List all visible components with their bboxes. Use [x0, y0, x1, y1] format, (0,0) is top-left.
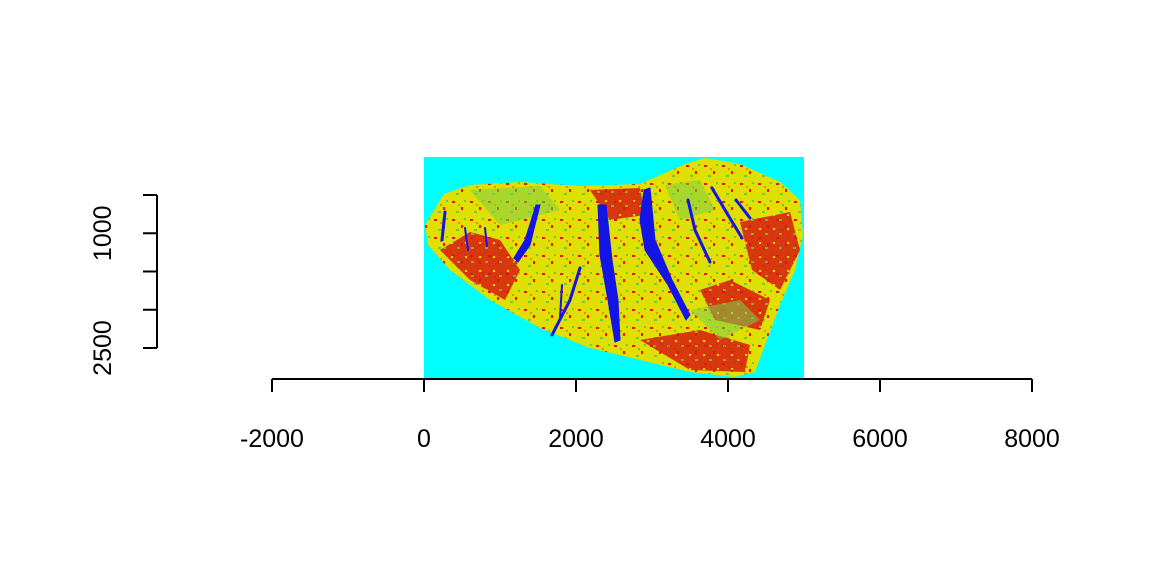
y-axis: 1000 2500 — [89, 194, 158, 376]
x-tick-label: 4000 — [700, 425, 756, 453]
x-tick-label: 8000 — [1004, 425, 1060, 453]
x-tick-label: 6000 — [852, 425, 908, 453]
x-tick-label: 2000 — [548, 425, 604, 453]
raster-image — [424, 157, 804, 378]
x-axis: -2000 0 2000 4000 6000 8000 — [240, 378, 1060, 453]
water-channels — [440, 186, 752, 343]
y-tick-label: 1000 — [89, 205, 117, 261]
y-tick-label: 2500 — [89, 320, 117, 376]
x-tick-label: -2000 — [240, 425, 304, 453]
x-tick-label: 0 — [417, 425, 431, 453]
x-ticks: -2000 0 2000 4000 6000 8000 — [240, 379, 1060, 453]
y-ticks: 1000 2500 — [89, 194, 157, 376]
